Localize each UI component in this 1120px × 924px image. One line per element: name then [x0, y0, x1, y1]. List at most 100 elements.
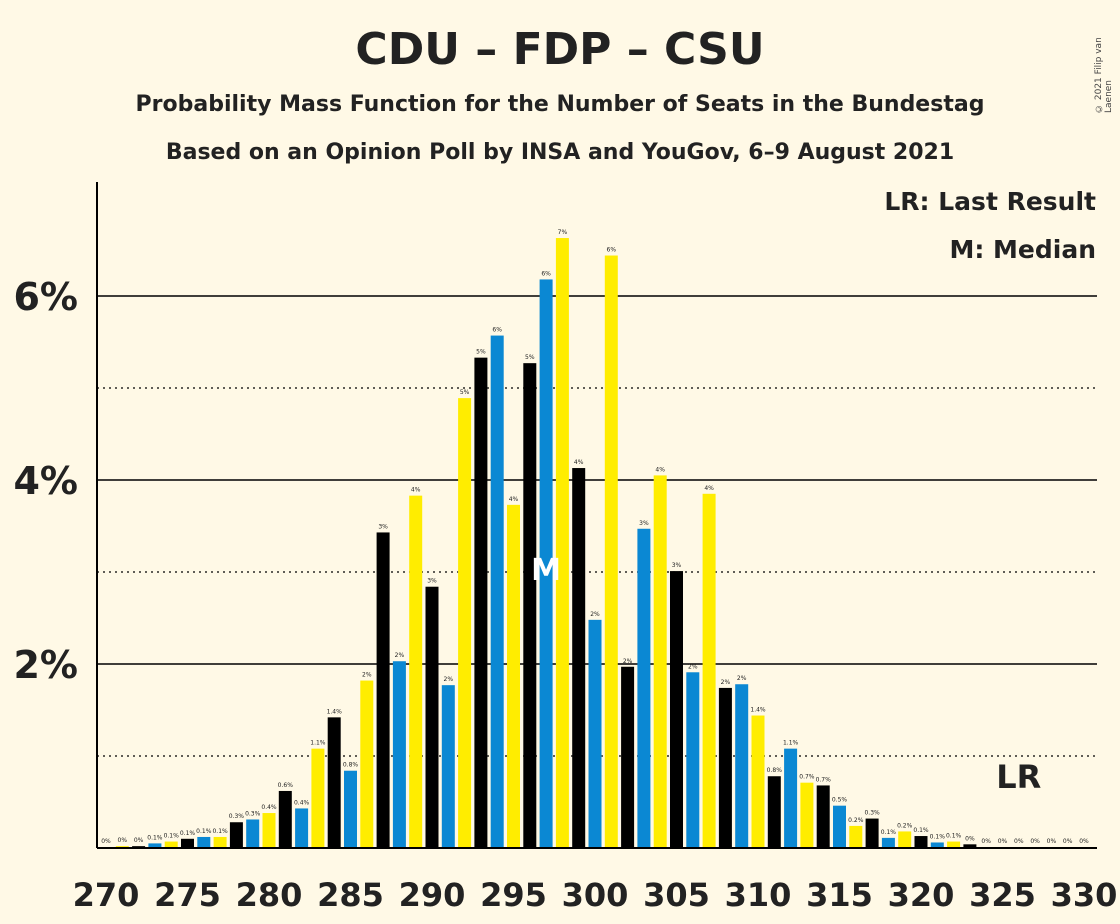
bar-value-label-304: 4%: [655, 466, 665, 473]
last-result-marker: LR: [996, 758, 1041, 796]
chart-source-line: Based on an Opinion Poll by INSA and You…: [165, 140, 955, 165]
bar-323: [963, 844, 977, 848]
x-tick-label-285: 285: [317, 876, 384, 914]
bar-value-labels: 0% 0% 0% 0.1% 0.1% 0.1% 0.1% 0.1%0.3% 0.3%0.4%0.…: [101, 229, 1089, 845]
bar-275: [181, 838, 194, 848]
bar-value-label-286: 2%: [362, 672, 372, 679]
bar-value-label-292: 5%: [460, 389, 470, 396]
bar-value-label-309: 2%: [737, 675, 747, 682]
bar-value-label-284: 1.4%: [327, 708, 343, 715]
bar-301: [604, 255, 618, 848]
bar-299: [572, 468, 586, 848]
bar-value-label-324: 0%: [981, 838, 991, 845]
x-tick-label-320: 320: [888, 876, 955, 914]
bar-value-label-312: 1.1%: [783, 740, 799, 747]
bar-value-label-328: 0%: [1047, 838, 1057, 845]
bar-281: [278, 790, 292, 848]
x-tick-label-295: 295: [480, 876, 547, 914]
median-marker: M: [531, 553, 561, 588]
bar-274: [164, 841, 178, 848]
bar-value-label-319: 0.2%: [897, 822, 913, 829]
bar-297: [539, 279, 553, 848]
bar-value-label-296: 5%: [525, 354, 535, 361]
bar-value-label-318: 0.1%: [881, 829, 897, 836]
bar-308: [718, 687, 732, 848]
bar-value-label-290: 3%: [427, 578, 437, 585]
y-tick-label-4: 4%: [13, 459, 78, 503]
chart-subtitle: Probability Mass Function for the Number…: [135, 92, 985, 117]
bar-278: [229, 822, 243, 848]
y-tick-label-6: 6%: [13, 275, 78, 319]
bar-309: [735, 684, 749, 848]
bar-value-label-273: 0.1%: [147, 834, 163, 841]
bar-288: [392, 661, 406, 848]
bar-value-label-299: 4%: [574, 459, 584, 466]
x-tick-label-310: 310: [725, 876, 792, 914]
bar-value-label-307: 4%: [704, 485, 714, 492]
bar-304: [653, 475, 667, 848]
bar-value-label-316: 0.2%: [848, 817, 864, 824]
bar-318: [881, 837, 895, 848]
x-tick-label-280: 280: [236, 876, 303, 914]
bar-value-label-289: 4%: [411, 487, 421, 494]
bar-value-label-285: 0.8%: [343, 762, 359, 769]
bar-306: [686, 672, 700, 848]
bar-value-label-308: 2%: [721, 679, 731, 686]
bar-value-label-297: 6%: [541, 270, 551, 277]
bar-289: [409, 495, 423, 848]
bar-285: [344, 770, 357, 848]
bar-value-label-277: 0.1%: [212, 828, 228, 835]
bar-314: [816, 785, 830, 848]
bar-319: [898, 831, 912, 848]
x-tick-label-270: 270: [73, 876, 140, 914]
bar-286: [360, 680, 374, 848]
chart-title: CDU – FDP – CSU: [355, 24, 765, 75]
bar-value-label-298: 7%: [558, 229, 568, 236]
bar-value-label-314: 0.7%: [816, 776, 832, 783]
bar-value-label-302: 2%: [623, 658, 633, 665]
bar-295: [507, 504, 520, 848]
bar-276: [197, 836, 211, 848]
bar-value-label-303: 3%: [639, 520, 649, 527]
bar-value-label-279: 0.3%: [245, 810, 261, 817]
bar-322: [947, 841, 961, 848]
x-tick-label-300: 300: [562, 876, 629, 914]
bar-293: [474, 357, 488, 848]
bar-value-label-326: 0%: [1014, 838, 1024, 845]
bar-321: [930, 842, 944, 848]
x-tick-label-325: 325: [969, 876, 1036, 914]
bar-value-label-330: 0%: [1079, 838, 1089, 845]
y-tick-label-2: 2%: [13, 643, 78, 687]
bar-value-label-315: 0.5%: [832, 797, 848, 804]
bar-315: [833, 805, 846, 848]
bar-284: [327, 717, 341, 848]
bar-280: [262, 813, 276, 848]
bar-value-label-280: 0.4%: [261, 804, 277, 811]
bar-296: [523, 363, 537, 848]
bar-283: [311, 748, 325, 848]
bar-value-label-311: 0.8%: [767, 767, 783, 774]
bar-value-label-291: 2%: [444, 676, 454, 683]
bar-273: [148, 843, 162, 848]
bar-value-label-301: 6%: [607, 247, 617, 254]
x-tick-label-290: 290: [399, 876, 466, 914]
bar-series: [99, 238, 1091, 849]
legend: LR: Last Result M: Median: [884, 187, 1096, 264]
bar-value-label-320: 0.1%: [913, 827, 929, 834]
x-tick-label-330: 330: [1051, 876, 1118, 914]
bar-279: [246, 819, 260, 848]
bar-value-label-310: 1.4%: [750, 707, 766, 714]
bar-290: [425, 586, 439, 848]
bar-value-label-313: 0.7%: [799, 774, 815, 781]
bar-value-label-293: 5%: [476, 349, 486, 356]
bar-value-label-329: 0%: [1063, 838, 1073, 845]
x-tick-label-305: 305: [643, 876, 710, 914]
legend-entry-1: M: Median: [949, 235, 1096, 264]
bar-value-label-287: 3%: [378, 523, 388, 530]
bar-value-label-282: 0.4%: [294, 799, 310, 806]
bar-311: [767, 776, 781, 848]
bar-value-label-300: 2%: [590, 611, 600, 618]
bar-value-label-281: 0.6%: [278, 782, 294, 789]
bar-298: [555, 238, 569, 849]
